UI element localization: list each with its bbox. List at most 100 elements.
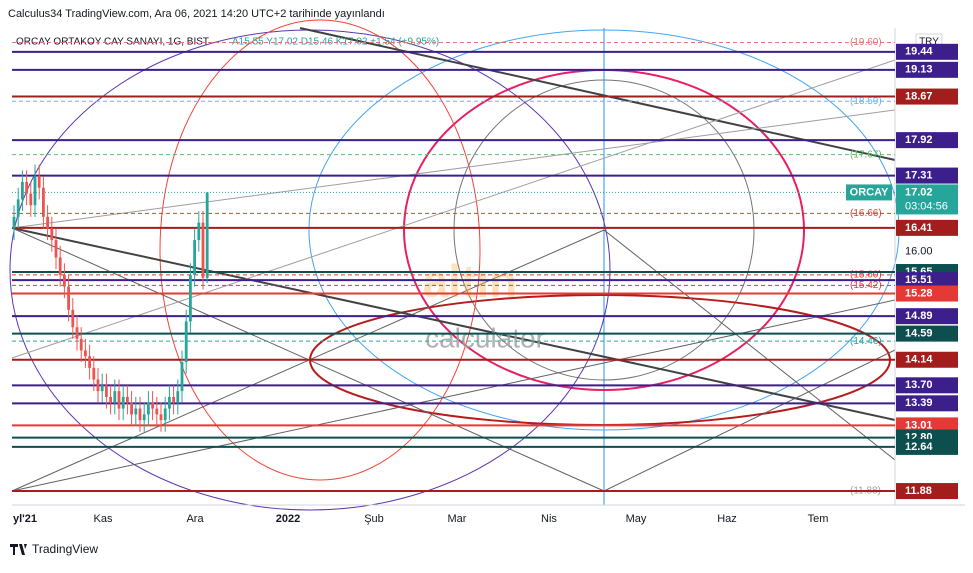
price-box xyxy=(896,132,958,149)
watermark-logo: altın xyxy=(423,255,518,307)
footer: TradingView xyxy=(10,542,98,556)
price-label: 13.39 xyxy=(905,397,933,409)
x-tick-label: yl'21 xyxy=(13,513,37,525)
price-label: 12.64 xyxy=(905,441,933,453)
price-box xyxy=(896,272,958,289)
price-label: 15.51 xyxy=(905,274,933,286)
candle-body xyxy=(168,396,171,409)
level-label: (15.60) xyxy=(850,270,882,281)
candle-body xyxy=(63,274,66,287)
candle-body xyxy=(42,187,45,217)
candle-body xyxy=(113,391,117,403)
price-box xyxy=(896,351,958,368)
price-box xyxy=(896,417,958,434)
x-tick-label: Ara xyxy=(186,513,204,525)
price-label: 18.67 xyxy=(905,90,933,102)
drawings xyxy=(9,19,900,511)
candle-body xyxy=(33,176,37,206)
candle-body xyxy=(155,408,159,415)
candle-body xyxy=(25,181,28,194)
candle-body xyxy=(105,385,108,397)
candle-body xyxy=(176,391,180,403)
candle-body xyxy=(58,257,62,275)
candle-body xyxy=(75,327,79,339)
candle-body xyxy=(84,350,87,357)
price-label: 13.70 xyxy=(905,379,933,391)
y-tick-label: 16.00 xyxy=(905,246,933,258)
candle-body xyxy=(16,199,20,217)
fan-line xyxy=(11,299,896,492)
candle-body xyxy=(163,408,167,421)
level-label: (19.60) xyxy=(850,37,882,48)
fan-line xyxy=(603,349,896,492)
candle-body xyxy=(205,192,209,278)
ellipse xyxy=(453,79,755,381)
footer-text: TradingView xyxy=(32,542,98,556)
candle-body xyxy=(151,402,154,409)
candle-body xyxy=(180,362,184,392)
x-tick-label: Şub xyxy=(364,513,384,525)
candle-body xyxy=(142,414,146,421)
price-box xyxy=(896,308,958,325)
level-label: (18.59) xyxy=(850,96,882,107)
candle-body xyxy=(193,240,196,275)
x-tick-label: May xyxy=(626,513,647,525)
header: Calculus34 TradingView.com, Ara 06, 2021… xyxy=(8,8,385,20)
candle-body xyxy=(50,228,54,241)
x-tick-label: Haz xyxy=(717,513,737,525)
candle-body xyxy=(201,222,205,278)
candle-body xyxy=(172,396,175,403)
candle-body xyxy=(184,321,188,363)
candle-body xyxy=(29,193,33,206)
level-label: (16.66) xyxy=(850,208,882,219)
candle-body xyxy=(126,396,129,403)
price-label: 16.41 xyxy=(905,222,933,234)
watermark-text: calculator xyxy=(425,322,545,353)
candle-body xyxy=(100,385,104,392)
candle-body xyxy=(197,222,201,241)
price-box xyxy=(896,483,958,500)
price-box xyxy=(896,167,958,184)
fan-line xyxy=(11,109,896,229)
candle-body xyxy=(12,216,16,229)
price-label: 19.13 xyxy=(905,64,933,76)
symbol-label: ORCAY xyxy=(850,186,889,198)
candle-body xyxy=(130,402,133,415)
price-box xyxy=(896,377,958,394)
candle-body xyxy=(21,181,24,200)
price-box xyxy=(896,285,958,302)
x-tick-label: 2022 xyxy=(276,513,300,525)
level-label: (14.46) xyxy=(850,336,882,347)
countdown: 03:04:56 xyxy=(905,200,948,212)
fan-line xyxy=(11,59,896,359)
x-tick-label: Mar xyxy=(448,513,467,525)
candle-body xyxy=(109,396,112,403)
tv-logo xyxy=(10,544,27,555)
x-tick-label: Nis xyxy=(541,513,557,525)
candle-body xyxy=(67,286,70,310)
ellipse xyxy=(159,19,481,481)
trend-line xyxy=(11,227,896,421)
candle-body xyxy=(37,176,41,188)
price-label: 14.14 xyxy=(905,354,933,366)
candle-body xyxy=(46,216,49,229)
candle-body xyxy=(79,338,83,351)
candle-body xyxy=(96,379,100,392)
candle-body xyxy=(159,414,163,421)
price-box xyxy=(896,438,958,455)
candle-body xyxy=(189,274,192,322)
candle-body xyxy=(117,391,121,409)
price-label: 13.01 xyxy=(905,419,933,431)
candle-body xyxy=(71,309,75,328)
price-box xyxy=(896,395,958,412)
price-box xyxy=(896,325,958,342)
candle-body xyxy=(138,408,142,421)
candle-body xyxy=(54,240,58,258)
currency[interactable]: TRY xyxy=(919,37,939,48)
price-label: 15.28 xyxy=(905,287,933,299)
price-box xyxy=(896,184,958,215)
level-label: (17.67) xyxy=(850,149,882,160)
x-tick-label: Kas xyxy=(94,513,113,525)
x-tick-label: Tem xyxy=(808,513,829,525)
